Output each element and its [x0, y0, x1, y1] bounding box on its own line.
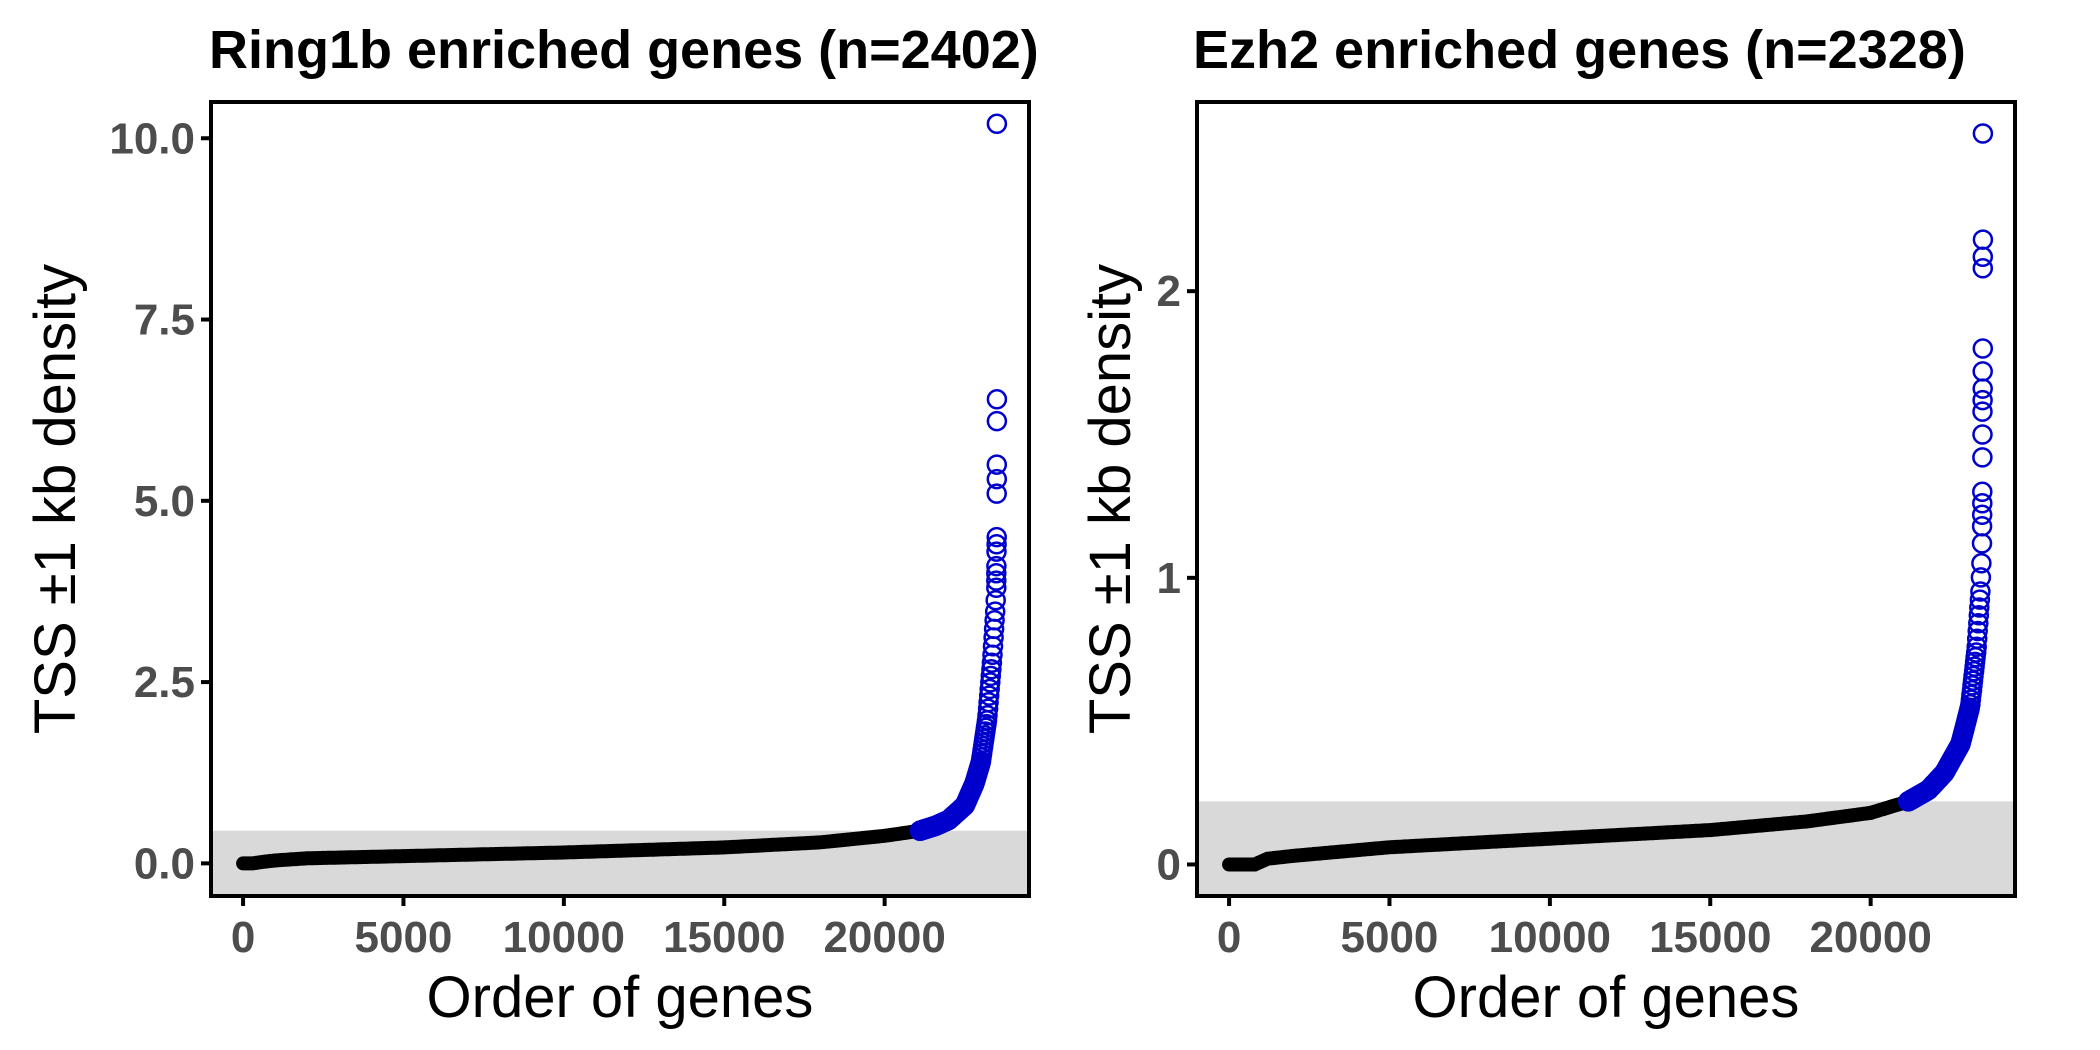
x-tick-label: 15000 [663, 913, 785, 962]
y-tick-label: 10.0 [109, 114, 195, 163]
enriched-gene-point [1967, 620, 1988, 642]
enriched-gene-point [1969, 589, 1991, 610]
y-tick-label: 0.0 [134, 839, 195, 888]
x-tick-label: 0 [1217, 913, 1241, 962]
panel-ring1b: Ring1b enriched genes (n=2402) 0.0 2.5 5.0… [23, 20, 1039, 1030]
enriched-gene-point [986, 526, 1007, 548]
enriched-gene-point [986, 454, 1008, 475]
background-genes-series [1222, 794, 1915, 872]
enriched-gene-point [1970, 567, 1992, 588]
enriched-gene-point [1972, 493, 1993, 514]
y-axis-title: TSS ±1 kb density [1078, 264, 1143, 734]
enriched-gene-point [981, 652, 1003, 673]
panel-ezh2: Ezh2 enriched genes (n=2328) 0 1 2 0 5000 10… [1078, 20, 2017, 1030]
data-points [1222, 123, 1994, 872]
enriched-gene-point [1972, 378, 1993, 399]
enriched-gene-point [1972, 481, 1993, 503]
enriched-gene-point [1971, 553, 1992, 574]
enriched-gene-point [980, 672, 1001, 693]
enriched-gene-point [977, 698, 999, 720]
enriched-gene-point [979, 678, 1000, 700]
enriched-gene-point [986, 389, 1008, 410]
x-tick-label: 5000 [355, 913, 453, 962]
enriched-gene-point [1971, 515, 1993, 537]
enriched-gene-point [1972, 424, 1993, 445]
x-axis-title: Order of genes [427, 965, 814, 1030]
y-axis: 0 1 2 [1157, 267, 1197, 889]
enriched-gene-point [984, 610, 1005, 631]
enriched-gene-point [1965, 642, 1987, 663]
x-tick-label: 0 [231, 913, 255, 962]
enriched-gene-point [1972, 361, 1993, 382]
x-tick-label: 5000 [1341, 913, 1439, 962]
chart-title: Ring1b enriched genes (n=2402) [209, 20, 1039, 80]
enriched-gene-point [1968, 612, 1989, 634]
enriched-gene-point [978, 691, 999, 713]
y-tick-label: 1 [1157, 554, 1181, 603]
y-tick-label: 7.5 [134, 296, 195, 345]
enriched-gene-point [1972, 447, 1993, 468]
y-axis: 0.0 2.5 5.0 7.5 10.0 [109, 114, 211, 888]
enriched-gene-point [1971, 504, 1993, 526]
enriched-gene-point [986, 555, 1007, 577]
enriched-gene-point [1966, 628, 1988, 650]
enriched-gene-point [977, 705, 998, 726]
plot-frame [1195, 100, 2017, 898]
enriched-gene-point [986, 483, 1007, 504]
enriched-gene-point [1972, 401, 1993, 422]
enriched-gene-point [1969, 597, 1990, 618]
enriched-gene-point [980, 665, 1002, 687]
enriched-gene-point [1972, 389, 1993, 411]
enriched-gene-point [986, 577, 1007, 599]
y-tick-label: 5.0 [134, 477, 195, 526]
x-tick-label: 20000 [1809, 913, 1931, 962]
x-axis: 0 5000 10000 15000 20000 [231, 896, 946, 962]
enriched-gene-point [1966, 636, 1987, 657]
enriched-gene-point [986, 534, 1007, 555]
enriched-gene-point [986, 563, 1007, 584]
x-tick-label: 15000 [1649, 913, 1771, 962]
enriched-gene-point [1971, 533, 1993, 554]
chart-title: Ezh2 enriched genes (n=2328) [1193, 20, 1966, 80]
x-axis: 0 5000 10000 15000 20000 [1217, 896, 1932, 962]
x-axis-title: Order of genes [1413, 965, 1800, 1030]
enriched-gene-point [1970, 581, 1991, 602]
y-axis-title: TSS ±1 kb density [23, 264, 88, 734]
enriched-gene-point [1972, 258, 1994, 279]
data-points [236, 113, 1008, 871]
enriched-gene-point [981, 659, 1002, 680]
x-tick-label: 10000 [1489, 913, 1611, 962]
y-tick-label: 0 [1157, 840, 1181, 889]
background-genes-series [236, 823, 927, 871]
enriched-gene-point [986, 570, 1007, 591]
enriched-gene-point [1972, 229, 1994, 250]
enriched-gene-point [978, 685, 1000, 706]
enriched-gene-point [986, 410, 1008, 432]
x-tick-label: 10000 [503, 913, 625, 962]
enriched-gene-point [1972, 338, 1994, 359]
enriched-gene-point [986, 468, 1008, 490]
enriched-gene-point [986, 113, 1008, 135]
enriched-gene-point [984, 601, 1006, 622]
y-tick-label: 2.5 [134, 658, 195, 707]
enriched-gene-point [986, 541, 1007, 562]
enriched-gene-point [1968, 605, 1990, 626]
enriched-gene-point [985, 589, 1006, 611]
enriched-gene-point [1972, 123, 1994, 144]
enriched-gene-point [1972, 246, 1994, 268]
x-tick-label: 20000 [823, 913, 945, 962]
y-tick-label: 2 [1157, 267, 1181, 316]
plot-frame [209, 100, 1031, 898]
